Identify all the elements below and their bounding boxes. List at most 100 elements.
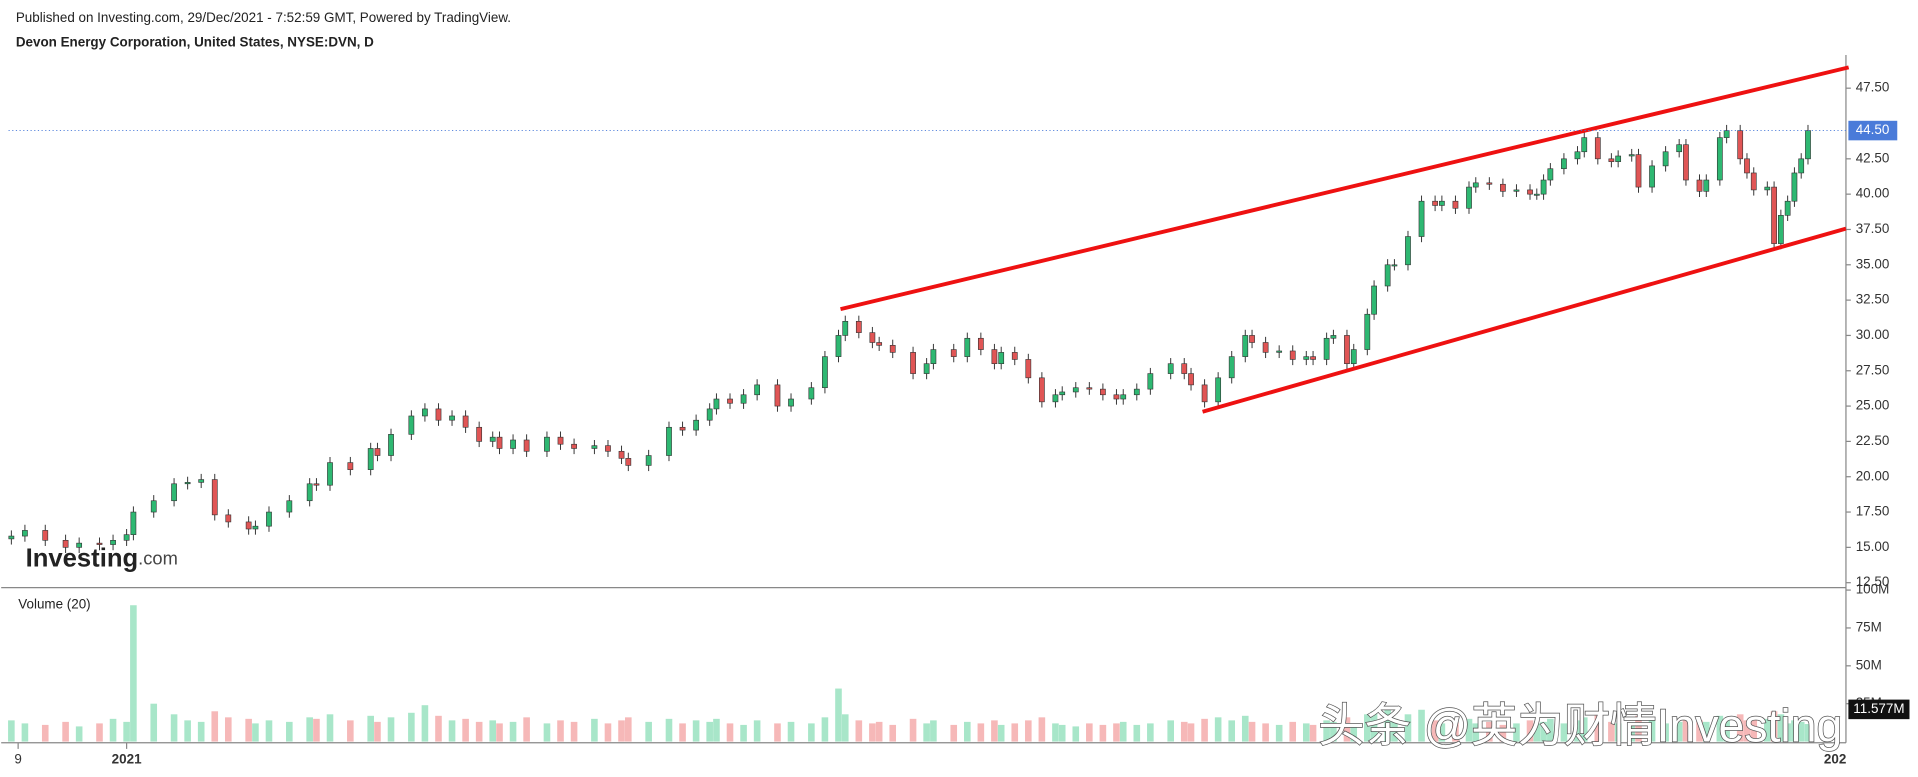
volume-bar: [618, 720, 625, 742]
volume-bar: [1608, 721, 1615, 742]
candle-body: [842, 321, 849, 336]
volume-bar: [1113, 723, 1120, 742]
volume-bar: [1736, 714, 1744, 742]
volume-bar: [109, 718, 117, 742]
y-tick-label: 25.00: [1856, 398, 1890, 413]
candle-body: [977, 337, 984, 350]
volume-bar: [1384, 708, 1391, 742]
candle-body: [96, 542, 103, 545]
volume-bar: [448, 720, 456, 742]
candle-body: [1215, 377, 1222, 403]
volume-bar: [1580, 717, 1588, 742]
candle-body: [1703, 179, 1710, 192]
volume-bar: [1635, 715, 1642, 742]
candle-body: [876, 342, 883, 346]
candle-body: [1371, 285, 1377, 315]
volume-bar: [225, 717, 232, 742]
volume-bar: [326, 714, 334, 742]
volume-bar: [408, 712, 415, 742]
volume-bar: [855, 720, 863, 742]
candle-body: [313, 483, 320, 486]
volume-bar: [1391, 718, 1398, 742]
candle-body: [245, 521, 252, 530]
y-tick-label: 47.50: [1856, 80, 1890, 95]
volume-bar: [706, 721, 713, 742]
candle-body: [544, 436, 550, 452]
candle-body: [808, 387, 815, 400]
candle-body: [198, 479, 205, 483]
volume-bar: [1370, 711, 1378, 742]
candle-body: [1561, 158, 1567, 170]
candle-body: [1615, 155, 1622, 162]
candle-body: [150, 500, 157, 513]
candle-body: [1405, 236, 1411, 266]
last-volume-label: 11.577M: [1853, 701, 1904, 716]
volume-bar: [1526, 720, 1534, 742]
volume-bar: [1289, 721, 1297, 742]
candle-body: [1676, 144, 1683, 153]
volume-bar: [991, 720, 998, 742]
volume-bar: [1167, 720, 1174, 742]
candle-body: [930, 349, 937, 364]
volume-bar: [923, 723, 930, 742]
volume-bar: [367, 715, 374, 742]
candle-body: [1540, 179, 1547, 195]
candle-body: [1662, 151, 1669, 167]
candle-body: [266, 511, 272, 527]
watermark: 头条 @英为财情Investing: [1318, 700, 1842, 752]
logo-suffix: .com: [138, 547, 178, 568]
y-tick-label: 37.50: [1856, 221, 1890, 236]
volume-bar: [1147, 723, 1154, 742]
candle-body: [1547, 168, 1554, 181]
marks: 12.50 15.00 17.50 20.00 22.50 25.00 27.50 30.00…: [8, 65, 1910, 766]
candle-body: [1649, 165, 1655, 188]
volume-bar: [211, 711, 219, 742]
candle-body: [1432, 200, 1438, 206]
volume-bar: [123, 721, 130, 742]
candle-body: [1594, 137, 1601, 160]
candle-body: [327, 462, 333, 486]
candle-body: [713, 398, 720, 410]
volume-bar: [1452, 721, 1459, 742]
volume-bar: [930, 720, 937, 742]
y-tick-label: 42.50: [1856, 150, 1890, 165]
candle-body: [1744, 158, 1750, 174]
candle-body: [306, 483, 313, 502]
candle-body: [462, 415, 469, 428]
volume-bar: [1513, 723, 1520, 742]
volume-bar: [808, 723, 815, 742]
candle-body: [740, 394, 747, 404]
volume-bar: [665, 718, 673, 742]
candle-body: [727, 398, 733, 404]
volume-bar: [1533, 723, 1541, 742]
candle-body: [130, 511, 137, 535]
volume-bar: [489, 720, 497, 742]
candle-body: [1771, 186, 1777, 244]
candle-body: [618, 450, 625, 459]
volume-bar: [1323, 720, 1330, 742]
candle-body: [1791, 172, 1798, 202]
volume-bar: [1119, 721, 1127, 742]
volume-bar: [1431, 720, 1439, 742]
candle-body: [591, 445, 598, 449]
volume-bar: [1418, 709, 1425, 742]
candle-body: [1181, 363, 1188, 374]
volume-bar: [645, 721, 652, 742]
volume-bar: [1180, 721, 1188, 742]
volume-bar: [875, 721, 883, 742]
volume-bar: [286, 721, 293, 742]
volume-bar: [1228, 720, 1236, 742]
candle-body: [225, 514, 232, 523]
volume-bar: [869, 723, 876, 742]
volume-bar: [1330, 721, 1337, 742]
candle-body: [435, 408, 442, 421]
volume-bar: [1764, 718, 1771, 742]
candle-body: [1737, 130, 1744, 160]
volume-tick-label: 100M: [1856, 582, 1890, 597]
volume-bar: [1797, 721, 1805, 742]
volume-bar: [1716, 715, 1724, 742]
volume-bar: [1275, 724, 1283, 742]
volume-bar: [787, 721, 795, 742]
volume-bar: [1486, 721, 1493, 742]
candle-body: [184, 482, 191, 485]
